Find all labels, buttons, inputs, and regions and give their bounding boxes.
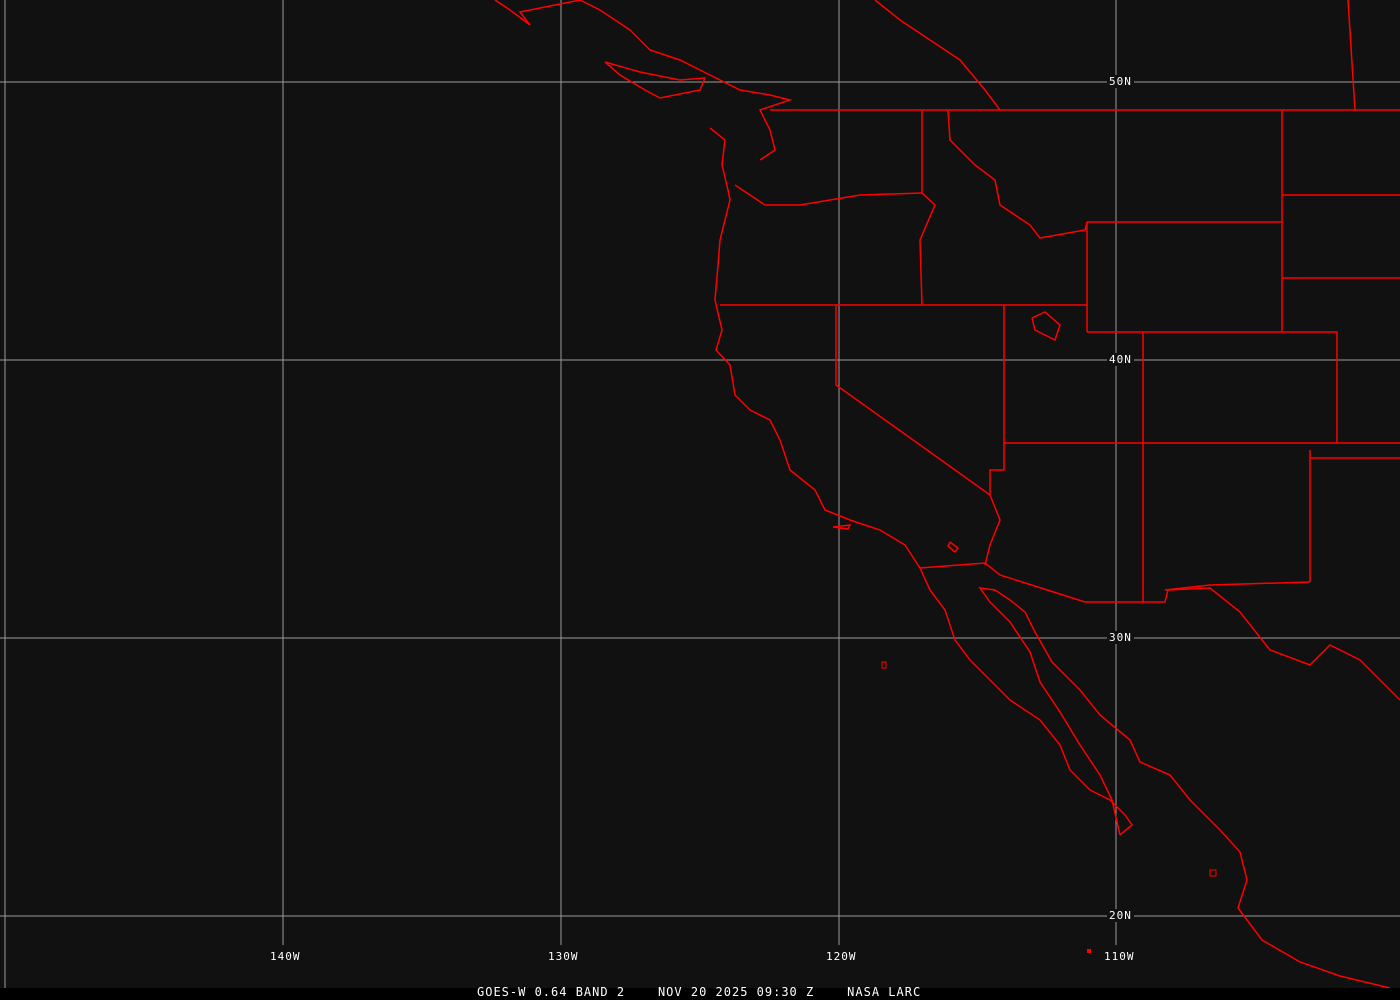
vancouver-island-coast [604, 61, 707, 99]
island [1087, 949, 1091, 953]
island [881, 661, 887, 669]
lon-label-120w: 120W [824, 950, 859, 963]
us-mexico-border [919, 562, 1400, 701]
boundaries [494, 0, 1400, 989]
baja-gulf-coast [978, 587, 1391, 989]
wa-id-border [919, 110, 936, 306]
nv-ut-border [989, 305, 1005, 495]
wy-south-border [1087, 331, 1338, 443]
lat-label-50n: 50N [1107, 75, 1134, 88]
channel-island [832, 524, 852, 530]
salton-sea [947, 541, 960, 554]
id-mt-border [947, 109, 1088, 239]
caption-source: NASA LARC [847, 985, 922, 999]
nm-east-border [1309, 450, 1400, 582]
lon-label-140w: 140W [268, 950, 303, 963]
pacific-coast [709, 127, 1134, 836]
lat-label-20n: 20N [1107, 909, 1134, 922]
bc-coast [494, 0, 793, 161]
caption-datetime: NOV 20 2025 09:30 Z [657, 985, 815, 999]
wa-or-border [734, 184, 923, 206]
ca-nv-border [835, 305, 1001, 566]
caption-bar [0, 988, 1400, 1000]
lat-label-30n: 30N [1107, 631, 1134, 644]
great-salt-lake [1031, 311, 1061, 342]
island [1209, 869, 1217, 877]
lon-label-110w: 110W [1102, 950, 1137, 963]
bc-alberta-border [874, 0, 1001, 111]
caption-text: GOES-W 0.64 BAND 2 NOV 20 2025 09:30 Z N… [477, 985, 921, 999]
lon-label-130w: 130W [546, 950, 581, 963]
caption-satellite: GOES-W 0.64 BAND 2 [477, 985, 626, 999]
alberta-sask-border [1347, 0, 1356, 111]
nm-south-border [1164, 581, 1311, 591]
lat-label-40n: 40N [1107, 353, 1134, 366]
